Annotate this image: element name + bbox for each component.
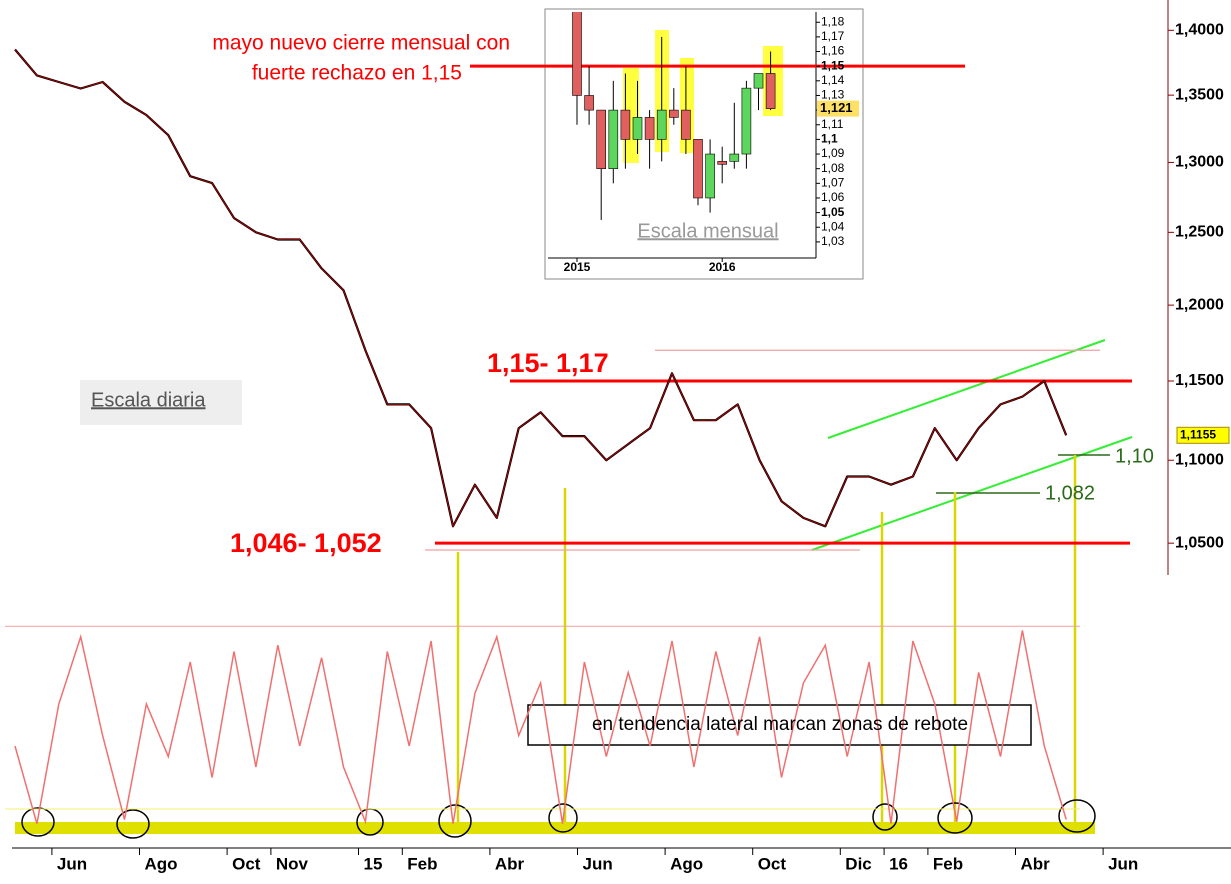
y-tick-label: 1,04 bbox=[821, 219, 845, 233]
annotation: 1,046- 1,052 bbox=[230, 528, 382, 558]
y-tick-label: 1,1000 bbox=[1175, 451, 1224, 468]
x-tick-label: 2016 bbox=[709, 260, 736, 274]
candle-body bbox=[620, 109, 631, 140]
annotation: 1,082 bbox=[1045, 482, 1095, 504]
x-tick-label: Oct bbox=[758, 854, 787, 873]
y-tick-label: 1,07 bbox=[821, 175, 845, 189]
candle-body bbox=[693, 139, 703, 199]
candles bbox=[572, 12, 776, 220]
last-value-badge bbox=[1176, 426, 1230, 444]
candle-body bbox=[668, 109, 679, 118]
y-tick-label: 1,16 bbox=[821, 44, 845, 58]
y-tick-label: 1,08 bbox=[821, 161, 845, 175]
x-tick-label: Jun bbox=[57, 854, 87, 873]
annotation: en tendencia lateral marcan zonas de reb… bbox=[592, 714, 968, 735]
x-tick-label: Nov bbox=[276, 854, 309, 873]
x-tick-label: Dic bbox=[845, 854, 871, 873]
candle-body bbox=[608, 109, 619, 169]
y-tick-label: 1,2500 bbox=[1175, 224, 1224, 241]
annotation: fuerte rechazo en 1,15 bbox=[252, 62, 462, 85]
oscillator-line bbox=[14, 630, 1067, 825]
candle-body bbox=[717, 161, 728, 165]
y-tick-label: 1,11 bbox=[821, 117, 844, 131]
x-tick-label: Ago bbox=[670, 854, 703, 873]
y-tick-label: 1,18 bbox=[821, 14, 845, 28]
annotation: Escala diaria bbox=[91, 389, 206, 411]
annotation: mayo nuevo cierre mensual con bbox=[212, 32, 510, 55]
candle-body bbox=[729, 153, 740, 162]
y-tick-label: 1,14 bbox=[821, 73, 845, 87]
x-tick-label: Abr bbox=[1021, 854, 1051, 873]
x-tick-label: 16 bbox=[889, 854, 908, 873]
candle-body bbox=[596, 109, 607, 169]
y-tick-label: 1,3000 bbox=[1175, 154, 1224, 171]
y-tick-label: 1,2000 bbox=[1175, 296, 1224, 313]
y-tick-label: 1,06 bbox=[821, 190, 845, 204]
candle-body bbox=[572, 12, 582, 96]
price-line-overlay bbox=[14, 49, 1067, 528]
y-tick-label: 1,15 bbox=[821, 58, 845, 72]
candle-body bbox=[644, 117, 655, 140]
x-tick-label: Abr bbox=[495, 854, 525, 873]
y-tick-label: 1,09 bbox=[821, 146, 845, 160]
x-tick-label: Feb bbox=[933, 854, 963, 873]
annotation: 1,15- 1,17 bbox=[487, 348, 609, 378]
y-tick-label: 1,0500 bbox=[1175, 534, 1224, 551]
annotation: 1,10 bbox=[1115, 445, 1154, 467]
last-value-label: 1,1155 bbox=[1180, 427, 1216, 441]
x-tick-label: Oct bbox=[232, 854, 261, 873]
x-tick-label: 15 bbox=[364, 854, 383, 873]
y-tick-label: 1,3500 bbox=[1175, 86, 1224, 103]
candle-body bbox=[741, 87, 752, 155]
last-value-badge bbox=[817, 100, 859, 117]
x-tick-label: Jun bbox=[583, 854, 613, 873]
x-tick-label: 2015 bbox=[564, 260, 591, 274]
x-tick-label: Jun bbox=[1108, 854, 1138, 873]
candle-body bbox=[656, 109, 667, 140]
x-tick-label: Ago bbox=[145, 854, 178, 873]
candle-body bbox=[681, 109, 691, 140]
candle-body bbox=[584, 95, 594, 111]
candle-body bbox=[765, 73, 776, 109]
y-tick-label: 1,1 bbox=[821, 132, 838, 146]
y-tick-label: 1,03 bbox=[821, 234, 845, 248]
y-tick-label: 1,4000 bbox=[1175, 22, 1224, 39]
y-tick-label: 1,13 bbox=[821, 88, 845, 102]
y-tick-label: 1,05 bbox=[821, 205, 845, 219]
candle-body bbox=[705, 153, 715, 199]
annotation: Escala mensual bbox=[637, 220, 778, 242]
last-value-label: 1,121 bbox=[820, 100, 853, 115]
x-tick-label: Feb bbox=[407, 854, 437, 873]
candle-body bbox=[632, 117, 643, 140]
candle-body bbox=[753, 73, 764, 89]
y-tick-label: 1,1500 bbox=[1175, 372, 1224, 389]
y-tick-label: 1,17 bbox=[821, 29, 845, 43]
